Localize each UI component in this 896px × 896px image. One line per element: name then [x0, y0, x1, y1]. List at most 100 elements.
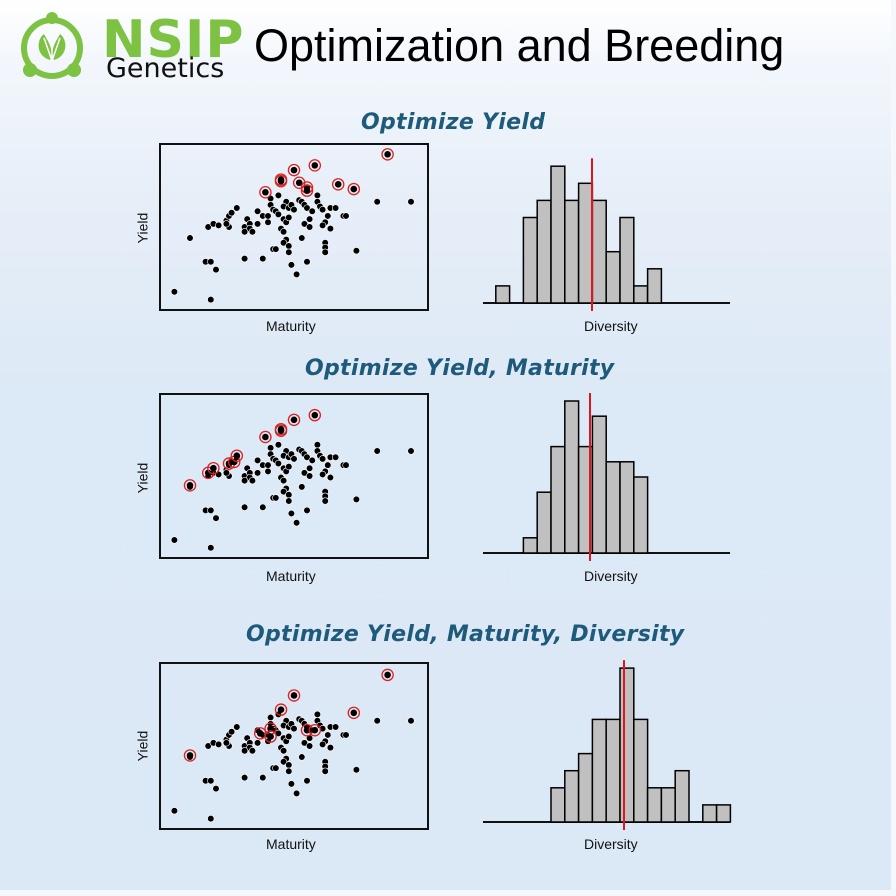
- histogram-bar: [591, 199, 607, 304]
- selected-point: [277, 706, 285, 713]
- histogram-bar: [605, 718, 621, 823]
- selected-point: [303, 726, 311, 734]
- scatter-3-frame: [159, 662, 429, 830]
- histogram-bar: [564, 769, 580, 823]
- data-point: [204, 742, 212, 750]
- data-point: [241, 503, 249, 511]
- histogram-bar: [646, 787, 663, 823]
- hist-2-xlabel: Diversity: [584, 568, 638, 584]
- data-point: [285, 463, 293, 471]
- selected-ring-icon: [308, 159, 322, 172]
- data-point: [272, 494, 280, 502]
- scatter-3-xlabel: Maturity: [266, 836, 316, 852]
- data-point: [319, 470, 327, 479]
- data-point: [207, 815, 215, 823]
- selected-ring-icon: [347, 182, 361, 196]
- selected-point: [186, 752, 194, 759]
- histogram-bar: [646, 268, 663, 304]
- data-point: [248, 477, 256, 485]
- data-point: [300, 739, 309, 747]
- selected-ring-icon: [259, 185, 272, 199]
- data-point: [290, 725, 298, 733]
- data-point: [293, 270, 301, 279]
- data-point: [170, 807, 178, 815]
- data-point: [308, 207, 316, 215]
- data-point: [319, 455, 327, 463]
- data-point: [319, 206, 327, 214]
- data-point: [306, 464, 314, 472]
- selected-ring-icon: [287, 163, 301, 177]
- data-point: [303, 453, 311, 461]
- data-point: [267, 444, 275, 452]
- selected-point: [267, 733, 274, 740]
- selected-point: [204, 469, 212, 477]
- histogram-bar: [550, 787, 566, 823]
- data-point: [264, 467, 272, 475]
- data-point: [326, 743, 335, 752]
- data-point: [321, 767, 329, 775]
- data-point: [321, 497, 329, 505]
- data-point: [241, 255, 249, 263]
- data-point: [303, 506, 311, 514]
- data-point: [272, 764, 280, 772]
- data-point: [222, 739, 230, 747]
- selected-point: [277, 177, 285, 185]
- data-point: [233, 204, 241, 212]
- data-point: [254, 469, 262, 477]
- selected-ring-icon: [381, 148, 394, 161]
- data-point: [228, 728, 236, 736]
- histogram-bar: [660, 787, 676, 823]
- data-point: [285, 732, 293, 741]
- selected-point: [384, 671, 391, 679]
- histogram-bar: [550, 165, 566, 304]
- selected-point: [334, 181, 342, 188]
- histogram-bar: [619, 667, 635, 823]
- selected-point: [290, 692, 298, 699]
- data-point: [298, 753, 306, 761]
- histogram-bar: [591, 718, 607, 823]
- selected-ring-icon: [274, 422, 288, 436]
- data-point: [285, 242, 293, 250]
- selected-ring-icon: [287, 413, 301, 427]
- data-point: [274, 459, 283, 468]
- data-point: [313, 441, 322, 449]
- selected-point: [311, 162, 319, 169]
- data-point: [342, 212, 350, 220]
- data-point: [285, 213, 293, 222]
- scatter-1-frame: [159, 143, 429, 311]
- selected-ring-icon: [230, 449, 244, 462]
- data-point: [332, 453, 340, 461]
- data-point: [259, 255, 267, 263]
- selected-ring-icon: [308, 723, 322, 737]
- nsip-logo: NSIP Genetics: [14, 10, 244, 85]
- histogram-bar: [591, 415, 607, 554]
- data-point: [207, 506, 215, 514]
- selected-point: [210, 464, 217, 472]
- data-point: [248, 747, 256, 755]
- data-point: [222, 220, 230, 228]
- data-point: [254, 207, 262, 215]
- data-point: [321, 248, 329, 256]
- selected-ring-icon: [183, 479, 197, 492]
- data-point: [306, 472, 314, 480]
- histogram-bar: [536, 491, 552, 554]
- data-point: [272, 245, 280, 253]
- data-point: [303, 777, 311, 785]
- data-point: [274, 210, 283, 218]
- histogram-bar: [577, 182, 594, 304]
- data-point: [319, 740, 327, 749]
- data-point: [267, 713, 275, 722]
- data-point: [264, 212, 272, 220]
- logo-brand-bottom: Genetics: [106, 53, 225, 84]
- data-point: [287, 261, 296, 269]
- data-point: [285, 761, 293, 769]
- data-point: [324, 731, 332, 739]
- data-point: [300, 469, 309, 477]
- data-point: [241, 747, 249, 755]
- data-point: [319, 221, 327, 230]
- data-point: [207, 258, 215, 266]
- histogram-bar: [633, 718, 649, 823]
- selected-point: [186, 482, 194, 489]
- data-point: [332, 723, 340, 731]
- selected-point: [290, 166, 298, 174]
